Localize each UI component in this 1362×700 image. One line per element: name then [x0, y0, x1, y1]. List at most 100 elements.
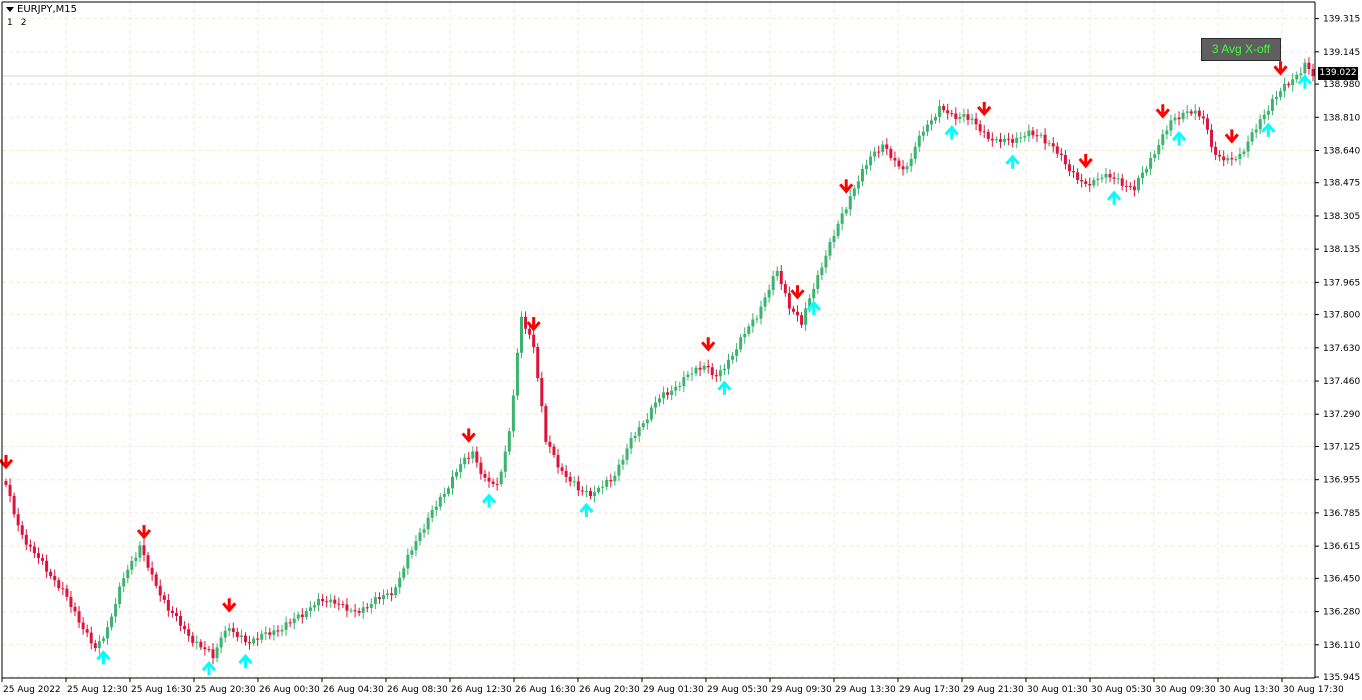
candle-bull: [515, 352, 519, 396]
candle-bull: [264, 632, 268, 634]
candle-bull: [840, 213, 844, 224]
candle-bear: [528, 328, 532, 335]
candle-bull: [394, 587, 398, 595]
candle-bear: [65, 588, 69, 597]
x-tick-label: 29 Aug 17:30: [899, 685, 960, 695]
candle-bear: [1007, 138, 1011, 140]
candle-bull: [223, 630, 227, 638]
arrow-shaft: [796, 285, 800, 296]
candle-bear: [889, 148, 893, 158]
candle-bull: [832, 235, 836, 243]
candle-bull: [808, 298, 812, 309]
candle-bear: [154, 574, 158, 586]
candle-bull: [1039, 134, 1043, 136]
candle-bear: [487, 477, 491, 482]
candle-bull: [369, 603, 373, 608]
candle-bear: [536, 347, 540, 379]
candle-bull: [848, 196, 852, 210]
buy-arrow-icon: [717, 380, 732, 395]
buy-arrow-icon: [944, 125, 959, 140]
candle-bull: [219, 637, 223, 648]
candles: [4, 57, 1315, 665]
candle-bear: [321, 599, 325, 602]
candle-bull: [349, 610, 353, 612]
symbol-label[interactable]: EURJPY,M15: [6, 4, 77, 16]
candle-bull: [727, 359, 731, 369]
candle-bear: [946, 110, 950, 114]
y-tick-label: 136.785: [1323, 509, 1360, 519]
candle-bull: [702, 365, 706, 370]
candle-bull: [722, 368, 726, 371]
candle-bear: [986, 131, 990, 139]
candle-bull: [763, 297, 767, 307]
symbol-text: EURJPY,M15: [17, 4, 77, 15]
candle-bull: [1258, 119, 1262, 130]
dropdown-triangle-icon[interactable]: [6, 6, 14, 12]
sell-arrow-icon: [1224, 129, 1239, 144]
candle-bear: [150, 567, 154, 575]
candle-bear: [53, 576, 57, 581]
arrow-shaft: [584, 507, 588, 518]
arrow-head: [717, 380, 732, 391]
candle-bull: [1279, 91, 1283, 97]
candle-bull: [1238, 153, 1242, 159]
candle-bull: [296, 614, 300, 619]
candle-bull: [110, 616, 114, 628]
candle-bull: [414, 541, 418, 551]
y-tick-label: 136.615: [1323, 542, 1360, 552]
candle-bear: [1112, 177, 1116, 179]
candle-bull: [284, 622, 288, 630]
y-tick-label: 139.145: [1323, 48, 1360, 58]
candle-bull: [499, 471, 503, 485]
candle-bull: [1015, 137, 1019, 143]
candle-bull: [670, 390, 674, 395]
candle-bear: [1222, 156, 1226, 161]
candle-bear: [942, 106, 946, 111]
candle-bull: [731, 355, 735, 360]
buy-arrow-icon: [806, 300, 821, 315]
candle-bear: [552, 446, 556, 456]
buy-arrow-icon: [1106, 190, 1122, 205]
candle-bear: [4, 480, 8, 485]
candle-bull: [625, 448, 629, 460]
arrow-head: [1078, 157, 1093, 169]
y-tick-label: 137.290: [1323, 410, 1360, 420]
current-price-tag: 139.022: [1318, 67, 1358, 80]
candle-bear: [467, 457, 471, 459]
candle-bull: [1092, 179, 1096, 186]
x-tick-label: 29 Aug 05:30: [707, 685, 768, 695]
candle-bear: [479, 462, 483, 474]
candle-bear: [288, 622, 292, 624]
arrow-shaft: [243, 658, 247, 669]
candle-bull: [873, 151, 877, 157]
arrow-shaft: [1084, 153, 1088, 164]
candle-bear: [950, 113, 954, 115]
candle-bear: [901, 166, 905, 170]
candle-bull: [138, 545, 142, 558]
y-tick-label: 136.280: [1323, 608, 1360, 618]
x-tick-label: 26 Aug 00:30: [259, 685, 320, 695]
arrow-shaft: [1112, 194, 1116, 205]
candle-bull: [925, 124, 929, 132]
x-tick-label: 30 Aug 09:30: [1155, 685, 1216, 695]
candle-bear: [1088, 183, 1092, 186]
candle-bull: [118, 586, 122, 605]
candle-bear: [491, 481, 495, 485]
candle-bull: [641, 423, 645, 428]
candle-bear: [897, 160, 901, 167]
candle-bear: [276, 630, 280, 632]
candle-bear: [791, 308, 795, 312]
candle-bear: [93, 643, 97, 649]
candle-bull: [239, 635, 243, 637]
indicator-toggle-button[interactable]: 3 Avg X-off: [1201, 38, 1281, 61]
candle-bull: [1283, 83, 1287, 92]
candle-bull: [645, 419, 649, 424]
candle-bull: [280, 629, 284, 632]
arrow-shaft: [1161, 104, 1165, 115]
buy-arrow-icon: [201, 660, 217, 676]
candle-bear: [353, 610, 357, 612]
candle-bear: [158, 585, 162, 596]
signal-arrows: [0, 61, 1313, 676]
